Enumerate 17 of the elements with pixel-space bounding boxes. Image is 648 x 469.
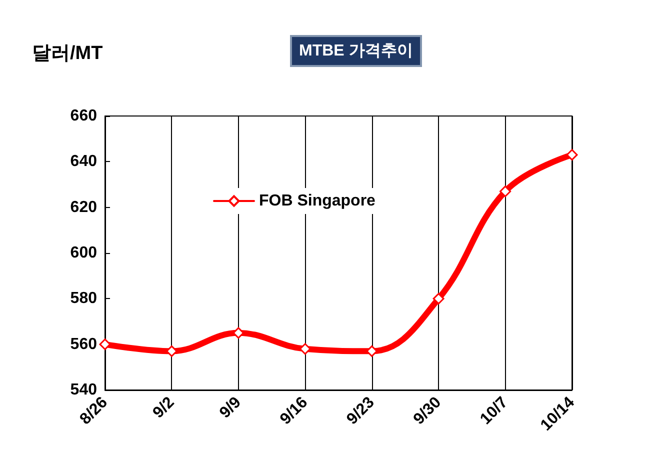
x-tick-label: 9/9 — [216, 394, 245, 422]
x-tick-label: 9/23 — [344, 394, 378, 428]
y-tick-label: 600 — [70, 244, 98, 262]
y-tick-label: 660 — [70, 108, 98, 124]
point — [500, 186, 512, 198]
point — [432, 292, 444, 304]
y-tick-label: 560 — [70, 336, 98, 353]
x-tick-label: 9/30 — [410, 394, 445, 428]
y-tick-label: 640 — [70, 153, 98, 170]
chart-title: MTBE 가격추이 — [299, 42, 413, 60]
x-tick-label: 9/2 — [150, 394, 178, 422]
y-axis-title: 달러/MT — [32, 43, 104, 64]
y-tick-label: 620 — [70, 198, 98, 216]
x-tick-label: 9/16 — [277, 394, 312, 428]
point — [566, 149, 578, 161]
legend-label: FOB Singapore — [259, 192, 376, 210]
y-tick-label: 580 — [70, 290, 98, 308]
